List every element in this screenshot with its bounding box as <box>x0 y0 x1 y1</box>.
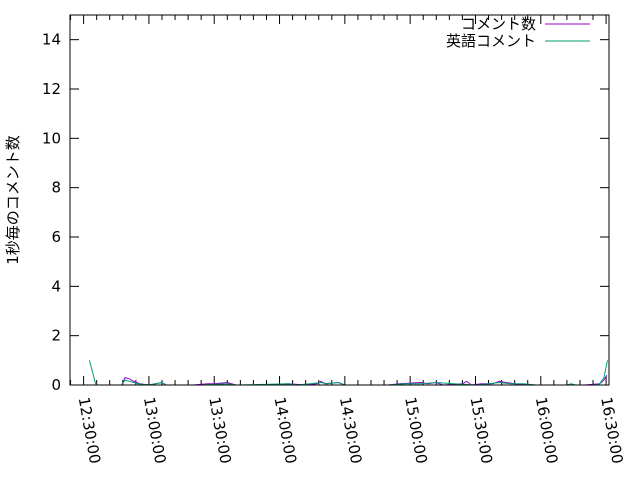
x-tick-label: 14:30:00 <box>336 396 365 465</box>
y-tick-label: 6 <box>51 228 61 246</box>
y-tick-label: 2 <box>51 327 61 345</box>
y-tick-label: 0 <box>51 376 61 394</box>
x-tick-label: 16:00:00 <box>532 396 561 465</box>
x-tick-label: 12:30:00 <box>75 396 104 465</box>
legend-label: コメント数 <box>461 15 536 33</box>
series-line-2 <box>121 360 608 386</box>
x-tick-label: 15:30:00 <box>467 396 496 465</box>
legend-label: 英語コメント <box>446 32 536 50</box>
x-tick-label: 13:00:00 <box>140 396 169 465</box>
x-tick-label: 16:30:00 <box>597 396 626 465</box>
y-tick-label: 12 <box>42 80 61 98</box>
x-tick-label: 13:30:00 <box>205 396 234 465</box>
x-tick-label: 15:00:00 <box>401 396 430 465</box>
y-tick-label: 8 <box>51 179 61 197</box>
y-axis-label: 1秒毎のコメント数 <box>4 135 22 265</box>
y-tick-label: 10 <box>42 129 61 147</box>
y-tick-label: 14 <box>42 31 61 49</box>
plot-border <box>69 14 610 386</box>
series-line-1 <box>121 374 608 386</box>
x-tick-label: 14:00:00 <box>271 396 300 465</box>
y-tick-label: 4 <box>51 277 61 295</box>
